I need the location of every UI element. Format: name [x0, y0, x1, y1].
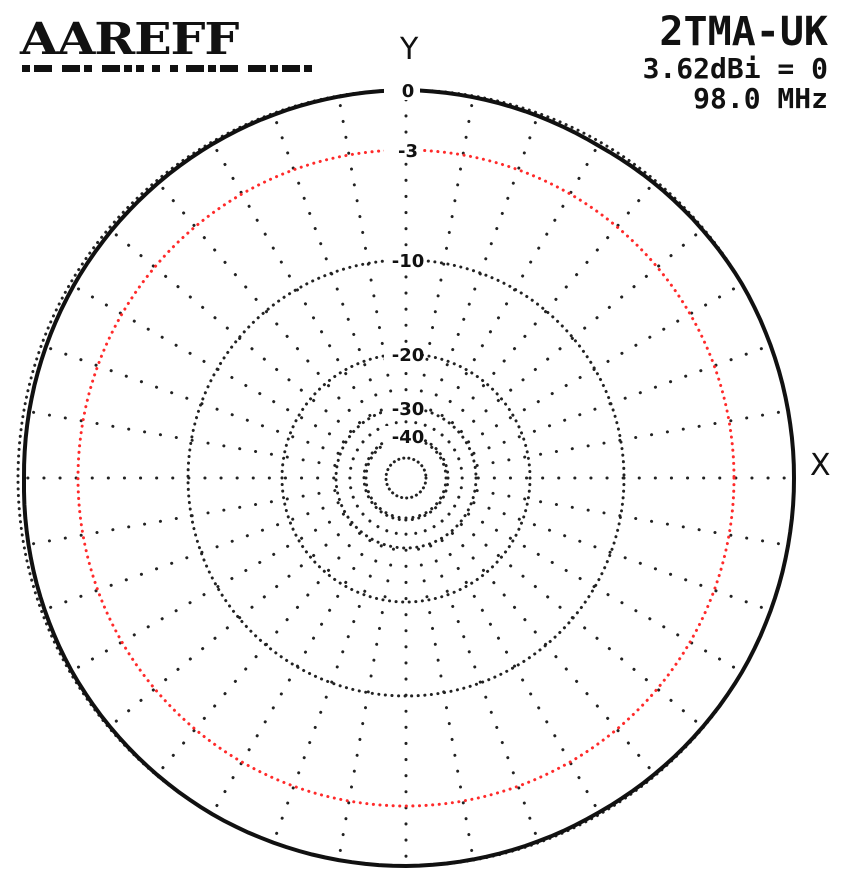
ring-minus-10	[186, 258, 626, 698]
ring-label-bg	[384, 250, 420, 270]
y-axis-label: Y	[400, 32, 419, 67]
spoke-70	[442, 343, 773, 466]
ring-center	[384, 456, 428, 500]
morse-underline	[22, 65, 312, 72]
ring-minus-3	[76, 148, 736, 808]
spoke-350	[337, 94, 401, 441]
spoke-220	[155, 507, 382, 777]
spoke-200	[271, 514, 394, 845]
ring-label-bg	[384, 344, 420, 364]
spoke-160	[418, 514, 541, 845]
aareff-logo: AAREFF	[20, 14, 320, 84]
ring-label-bg	[384, 398, 420, 418]
spoke-60	[439, 282, 744, 460]
ring-label-bg	[384, 140, 420, 160]
spoke-240	[68, 496, 373, 674]
pattern-line	[22, 87, 797, 869]
spoke-260	[22, 483, 369, 547]
ring-label: -40	[392, 427, 425, 448]
spoke-330	[210, 140, 388, 445]
ring-label-bg	[384, 426, 420, 446]
spoke-290	[39, 343, 370, 466]
spoke-280	[22, 409, 369, 473]
spoke-170	[411, 515, 475, 862]
grid-spokes	[16, 88, 796, 868]
model-name: 2TMA-UK	[659, 9, 828, 55]
spoke-110	[442, 490, 773, 613]
model-info: 2TMA-UK 3.62dBi = 0 98.0 MHz	[643, 10, 828, 114]
spoke-150	[424, 511, 602, 816]
spoke-10	[411, 94, 475, 441]
gain-reference: 3.62dBi = 0	[642, 52, 828, 85]
spoke-80	[443, 409, 790, 473]
spoke-130	[435, 502, 705, 729]
ring-label: -30	[392, 399, 425, 420]
ring-label: 0	[402, 81, 415, 102]
ring-minus-40	[362, 434, 450, 522]
spoke-140	[430, 507, 657, 777]
spoke-320	[155, 179, 382, 449]
ring-label: -10	[392, 251, 425, 272]
ring-label-bg	[384, 80, 420, 100]
spoke-20	[418, 111, 541, 442]
spoke-300	[68, 282, 373, 460]
ring-minus-20	[280, 352, 532, 604]
spoke-120	[439, 496, 744, 674]
spoke-40	[430, 179, 657, 449]
spoke-30	[424, 140, 602, 445]
spoke-250	[39, 490, 370, 613]
spoke-100	[443, 483, 790, 547]
ring-label: -3	[398, 141, 418, 162]
spoke-50	[435, 227, 705, 454]
spoke-230	[107, 502, 377, 729]
logo-text: AAREFF	[20, 14, 239, 65]
frequency: 98.0 MHz	[693, 82, 828, 115]
spoke-340	[271, 111, 394, 442]
ring-label: -20	[392, 345, 425, 366]
x-axis-label: X	[810, 448, 831, 483]
spoke-210	[210, 511, 388, 816]
spoke-190	[337, 515, 401, 862]
ring-labels: 0 -3 -10 -20 -30 -40	[384, 80, 424, 448]
spoke-310	[107, 227, 377, 454]
